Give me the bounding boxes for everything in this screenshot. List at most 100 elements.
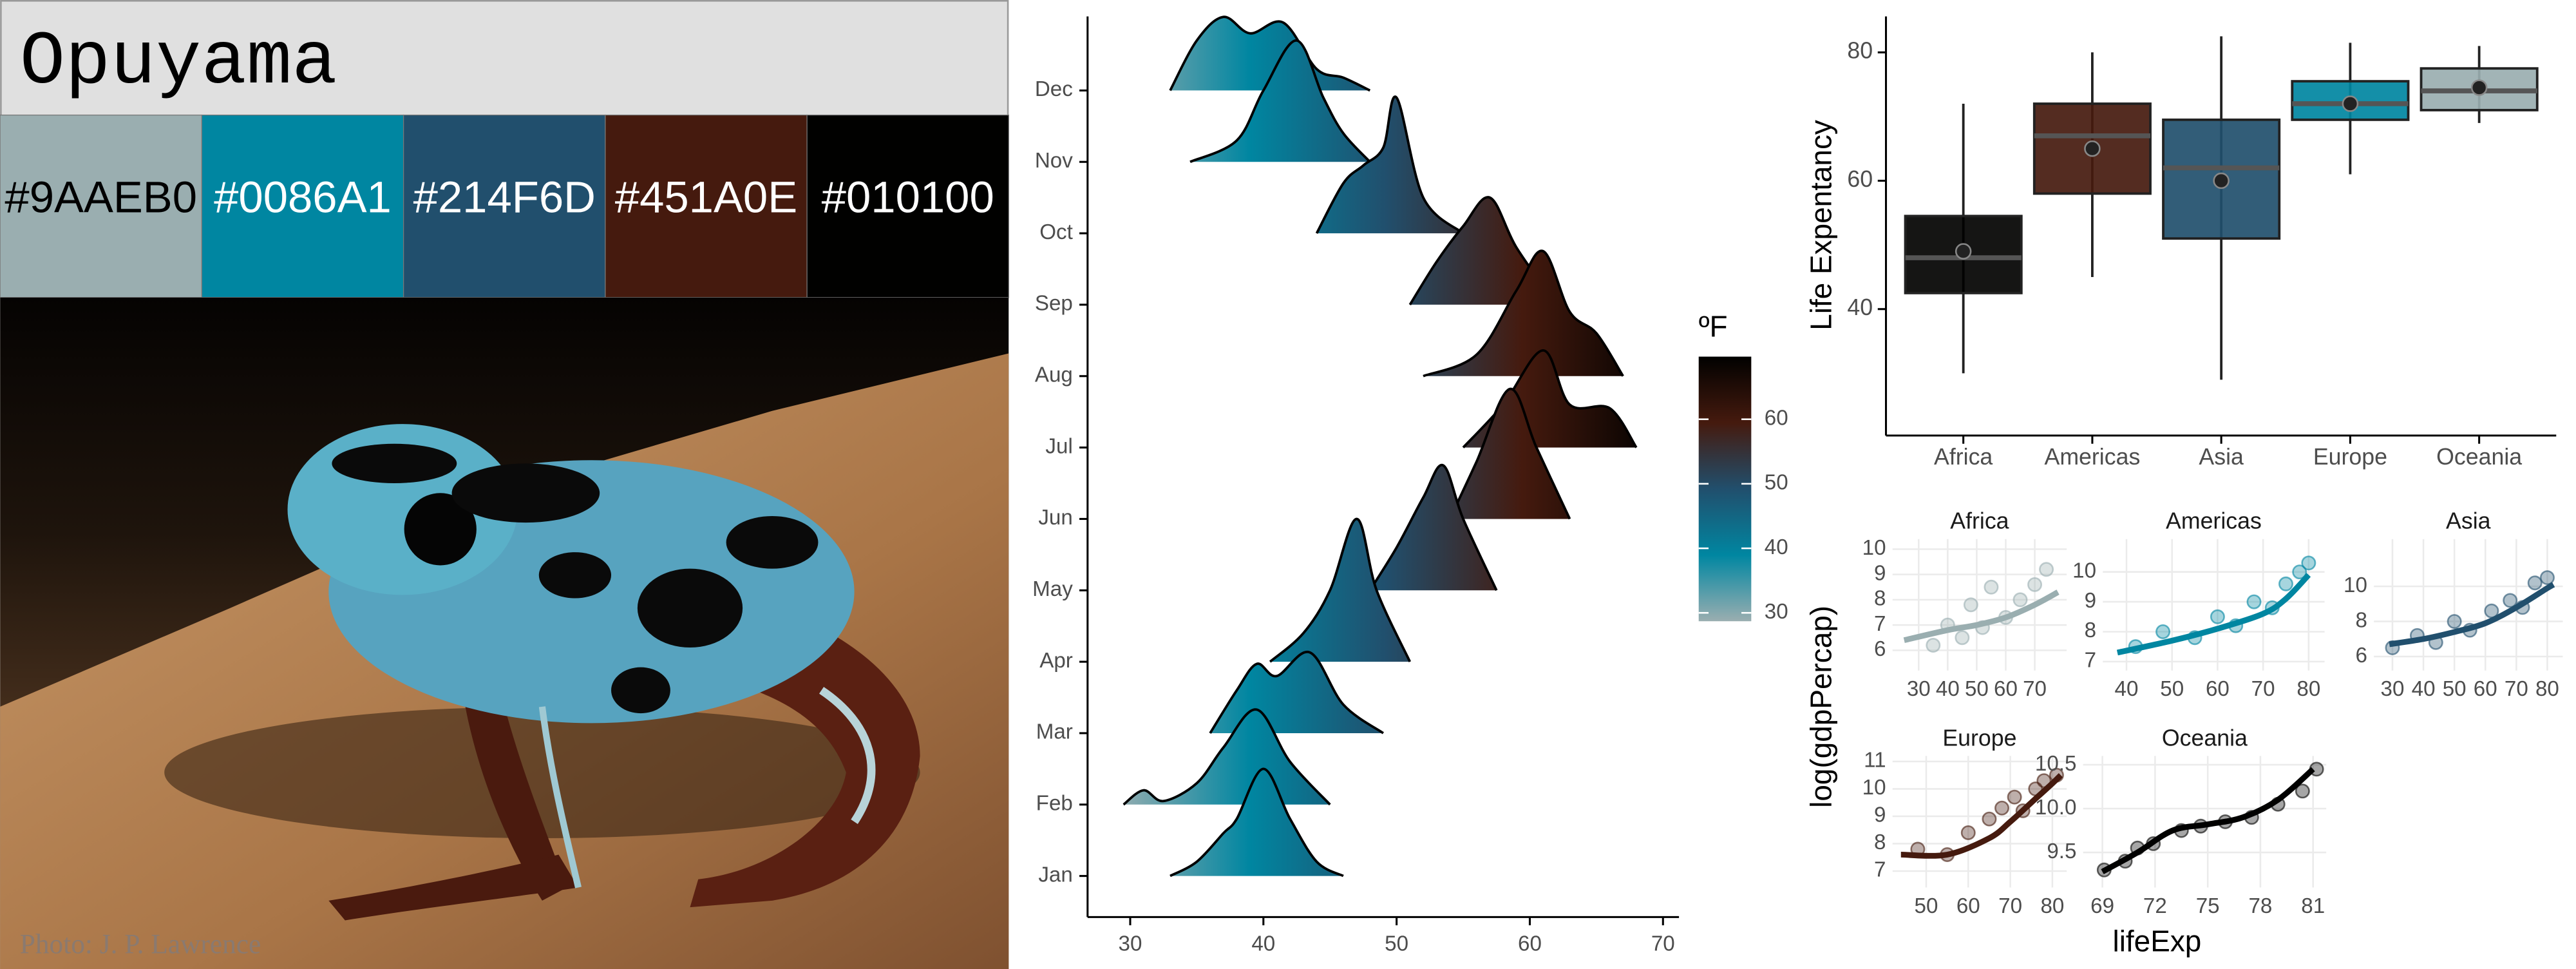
y-tick-label: 80 — [1847, 38, 1873, 64]
smooth-line — [1900, 772, 2063, 859]
y-tick-label: 10 — [1862, 776, 1886, 800]
spot — [332, 443, 457, 483]
x-tick-label: 72 — [2143, 894, 2167, 918]
ridge-line — [1269, 517, 1412, 663]
y-tick-label: 8 — [2085, 619, 2096, 642]
y-tick-label: Jul — [1045, 434, 1072, 458]
y-tick-label: 40 — [1847, 294, 1873, 320]
front-leg — [460, 657, 567, 901]
x-tick-label: Americas — [2045, 444, 2141, 470]
point — [1960, 825, 1976, 840]
y-tick-label: Sep — [1035, 292, 1073, 316]
point — [1982, 811, 1997, 827]
y-tick-label: 8 — [2355, 608, 2367, 632]
swatches: #9AAEB0 #0086A1 #214F6D #451A0E #010100 — [0, 114, 1009, 298]
leg-mottle — [538, 706, 582, 888]
mean — [2470, 79, 2488, 96]
mean — [2084, 140, 2101, 157]
ridge-line — [1169, 15, 1371, 92]
x-tick-label: 50 — [1915, 894, 1938, 918]
y-tick-label: 60 — [1847, 166, 1873, 192]
ridge-area — [1270, 519, 1410, 662]
y-tick-label: 7 — [1874, 858, 1886, 882]
x-tick-label: Europe — [2313, 444, 2387, 470]
y-tick-label: May — [1032, 577, 1073, 601]
ridge-line — [1408, 196, 1558, 306]
y-tick-label: Jun — [1038, 506, 1072, 530]
photo-credit: Photo: J. P. Lawrence — [20, 928, 261, 959]
point — [2539, 570, 2555, 586]
swatch — [201, 114, 404, 298]
y-tick-label: Jan — [1038, 863, 1072, 887]
y-tick-label: 10.5 — [2035, 752, 2077, 776]
ridge-area — [1190, 40, 1370, 162]
spot — [611, 667, 670, 714]
point — [2007, 789, 2022, 805]
panel-title: Asia — [2446, 508, 2491, 534]
x-tick-label: 75 — [2196, 894, 2220, 918]
mean — [1955, 243, 1972, 260]
y-axis-title: Life Expentancy — [1804, 120, 1838, 331]
colorbar-title: ºF — [1699, 309, 1728, 343]
x-tick-label: 60 — [1956, 894, 1980, 918]
y-tick-label: 8 — [1874, 830, 1886, 854]
x-tick-label: 80 — [2040, 894, 2064, 918]
ridge-area — [1423, 251, 1624, 376]
point — [1963, 597, 1978, 613]
x-tick-label: Africa — [1934, 444, 1993, 470]
x-tick-label: 70 — [2505, 677, 2528, 701]
ridge-area — [1123, 709, 1331, 805]
colorbar-label: 40 — [1765, 535, 1788, 559]
y-tick-label: Mar — [1036, 720, 1073, 744]
y-tick-label: 8 — [1874, 587, 1886, 611]
x-tick-label: 70 — [2251, 677, 2275, 701]
y-tick-label: 7 — [2085, 649, 2096, 673]
smooth-line — [2389, 582, 2555, 648]
ridge-line — [1209, 651, 1385, 734]
swatch-label: #214F6D — [413, 172, 596, 222]
ridge-area — [1170, 769, 1343, 876]
x-tick-label: 50 — [1965, 677, 1989, 701]
colorbar-label: 50 — [1765, 471, 1788, 495]
ridge-area — [1410, 197, 1557, 305]
x-tick-label: 40 — [1936, 677, 1960, 701]
y-tick-label: 9.5 — [2047, 839, 2076, 863]
swatch — [0, 114, 202, 298]
ridge-area — [1316, 96, 1464, 234]
swatch-label: #451A0E — [615, 172, 797, 222]
y-tick-label: 6 — [1874, 637, 1886, 661]
y-tick-label: 6 — [2355, 644, 2367, 667]
x-tick-label: 30 — [2381, 677, 2405, 701]
swatch-label: #9AAEB0 — [5, 172, 197, 222]
y-tick-label: 10 — [1862, 536, 1886, 560]
x-tick-label: 70 — [1998, 894, 2022, 918]
ridge-area — [1450, 389, 1570, 519]
panel-title: Africa — [1950, 508, 2009, 534]
y-tick-label: 10.0 — [2035, 796, 2077, 820]
x-tick-label: 30 — [1907, 677, 1931, 701]
ridge-line — [1448, 387, 1571, 520]
eye — [404, 493, 477, 566]
x-tick-label: 50 — [1385, 932, 1408, 956]
x-tick-label: 40 — [1251, 932, 1275, 956]
point — [2246, 594, 2262, 609]
x-tick-label: Oceania — [2436, 444, 2522, 470]
x-tick-label: 30 — [1119, 932, 1142, 956]
point — [1926, 638, 1941, 653]
colorbar-label: 60 — [1765, 406, 1788, 430]
swatch — [806, 114, 1009, 298]
colorbar — [1698, 356, 1752, 622]
x-tick-label: 70 — [2023, 677, 2047, 701]
palette-title: Opuyama — [20, 20, 337, 106]
ridge-area — [1370, 465, 1497, 591]
ridge-line — [1122, 708, 1331, 806]
point — [2278, 576, 2293, 591]
y-tick-label: 10 — [2344, 573, 2367, 597]
photo: Photo: J. P. Lawrence — [0, 297, 1009, 969]
x-tick-label: 69 — [2090, 894, 2114, 918]
x-tick-label: 81 — [2301, 894, 2325, 918]
y-tick-label: Oct — [1039, 220, 1073, 244]
point — [1955, 630, 1970, 646]
point — [1994, 800, 2010, 816]
